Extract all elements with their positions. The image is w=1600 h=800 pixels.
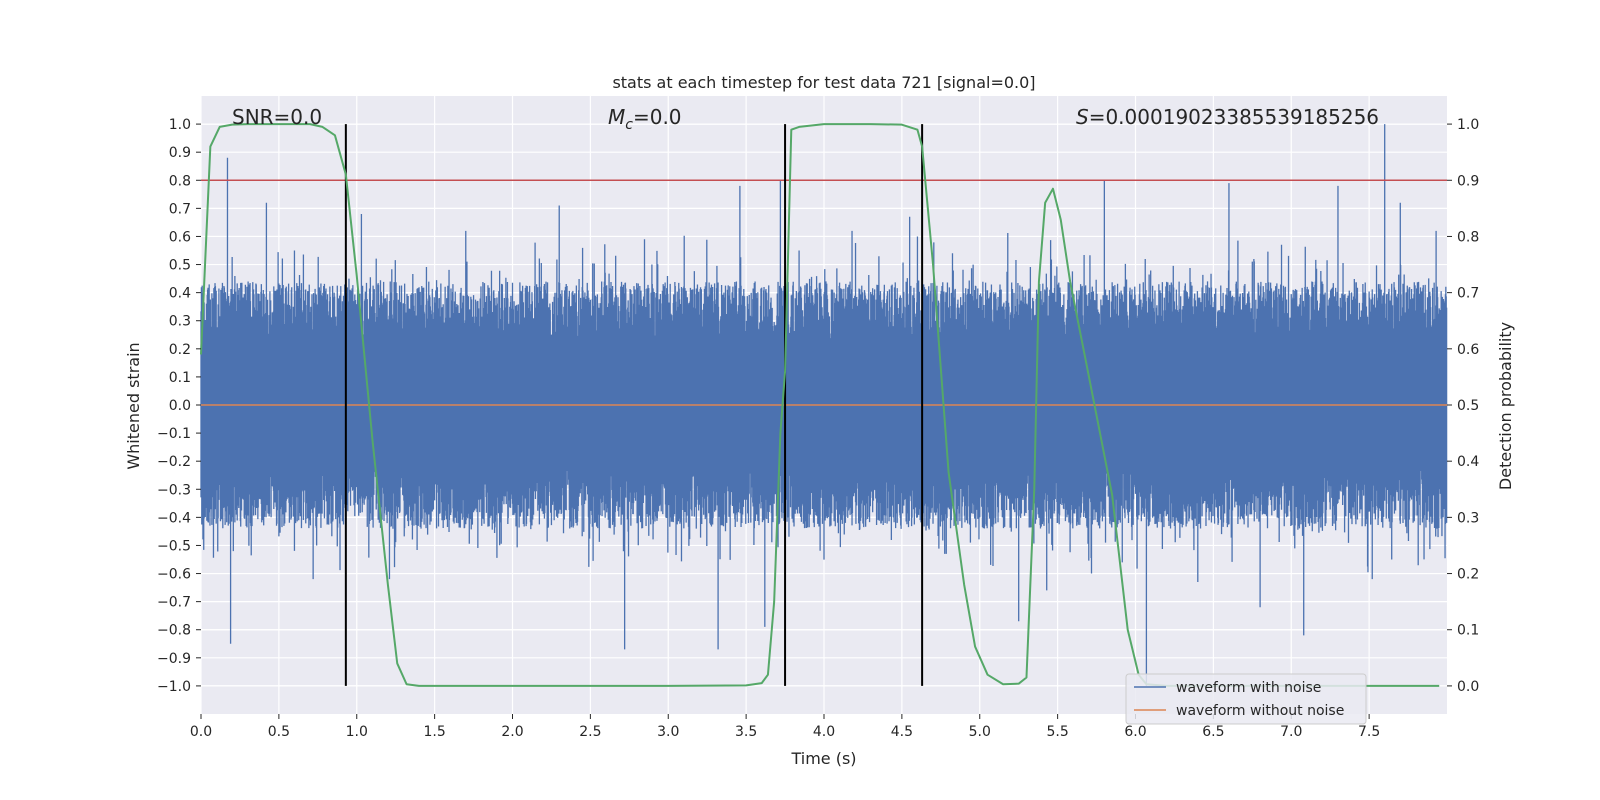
legend: waveform with noise waveform without noi… (1125, 673, 1367, 725)
y2-tick-label: 0.6 (1457, 342, 1479, 358)
y-tick-label: −0.5 (157, 538, 191, 554)
y2-tick-label: 0.5 (1457, 398, 1479, 414)
x-tick-label: 4.5 (891, 724, 913, 740)
y-tick-label: 0.9 (169, 145, 191, 161)
y-tick-label: 0.8 (169, 173, 191, 189)
y-tick-label: −0.2 (157, 454, 191, 470)
y2-tick-label: 0.8 (1457, 229, 1479, 245)
y2-axis-ticks: 1.0 0.9 0.8 0.7 0.6 0.5 0.4 0.3 0.2 0.1 0.0 (1447, 117, 1479, 695)
chart-title: stats at each timestep for test data 721… (612, 73, 1035, 92)
vline-layer (344, 124, 924, 686)
x-tick-label: 6.5 (1202, 724, 1224, 740)
y2-axis-label: Detection probability (1496, 322, 1515, 490)
y2-tick-label: 0.4 (1457, 454, 1479, 470)
y-tick-label: −0.1 (157, 426, 191, 442)
y2-tick-label: 0.7 (1457, 286, 1479, 302)
x-tick-label: 5.5 (1046, 724, 1068, 740)
y-tick-label: 0.4 (169, 286, 191, 302)
y2-tick-label: 0.1 (1457, 623, 1479, 639)
y-tick-label: −1.0 (157, 679, 191, 695)
x-tick-label: 1.0 (346, 724, 368, 740)
y-tick-label: 0.7 (169, 201, 191, 217)
mc-subscript: c (625, 117, 633, 133)
y-axis-label: Whitened strain (124, 342, 143, 469)
x-tick-label: 4.0 (813, 724, 835, 740)
x-tick-label: 7.0 (1280, 724, 1302, 740)
y2-tick-label: 0.2 (1457, 567, 1479, 583)
y2-tick-label: 1.0 (1457, 117, 1479, 133)
x-tick-label: 3.5 (735, 724, 757, 740)
x-axis-label: Time (s) (790, 749, 856, 768)
x-tick-label: 6.0 (1124, 724, 1146, 740)
s-annotation: S=0.00019023385539185256 (1076, 105, 1379, 129)
snr-annotation: SNR=0.0 (232, 105, 322, 129)
x-tick-label: 0.0 (190, 724, 212, 740)
detection-probability-line (200, 123, 1440, 687)
x-tick-label: 3.0 (657, 724, 679, 740)
x-tick-label: 7.5 (1358, 724, 1380, 740)
y-tick-label: −0.3 (157, 482, 191, 498)
y-tick-label: −0.4 (157, 510, 191, 526)
y-tick-label: 0.3 (169, 314, 191, 330)
x-tick-label: 5.0 (969, 724, 991, 740)
x-tick-label: 2.5 (579, 724, 601, 740)
x-axis-ticks: 0.0 0.5 1.0 1.5 2.0 2.5 3.0 3.5 4.0 4.5 5.0 5.5 6.0 6… (190, 714, 1380, 740)
x-tick-label: 1.5 (423, 724, 445, 740)
legend-box (1125, 673, 1367, 725)
y2-tick-label: 0.9 (1457, 173, 1479, 189)
y-tick-label: −0.9 (157, 651, 191, 667)
mc-value: =0.0 (633, 105, 682, 129)
y2-tick-label: 0.3 (1457, 510, 1479, 526)
y2-tick-label: 0.0 (1457, 679, 1479, 695)
x-tick-label: 2.0 (501, 724, 523, 740)
s-value: =0.00019023385539185256 (1089, 105, 1379, 129)
y-tick-label: 0.2 (169, 342, 191, 358)
y-tick-label: −0.7 (157, 595, 191, 611)
y-axis-ticks: 1.0 0.9 0.8 0.7 0.6 0.5 0.4 0.3 0.2 0.1 0.0 −0.1 −0.… (157, 117, 201, 695)
legend-label-noise: waveform with noise (1176, 680, 1321, 696)
y-tick-label: −0.6 (157, 567, 191, 583)
y-tick-label: 0.1 (169, 370, 191, 386)
y-tick-label: −0.8 (157, 623, 191, 639)
mc-symbol: M (608, 105, 625, 129)
x-tick-label: 0.5 (268, 724, 290, 740)
legend-label-clean: waveform without noise (1176, 703, 1344, 719)
y-tick-label: 0.0 (169, 398, 191, 414)
mc-annotation: Mc=0.0 (608, 105, 682, 133)
y-tick-label: 1.0 (169, 117, 191, 133)
s-symbol: S (1076, 105, 1089, 129)
probability-series (200, 123, 1440, 687)
y-tick-label: 0.5 (169, 258, 191, 274)
y-tick-label: 0.6 (169, 229, 191, 245)
